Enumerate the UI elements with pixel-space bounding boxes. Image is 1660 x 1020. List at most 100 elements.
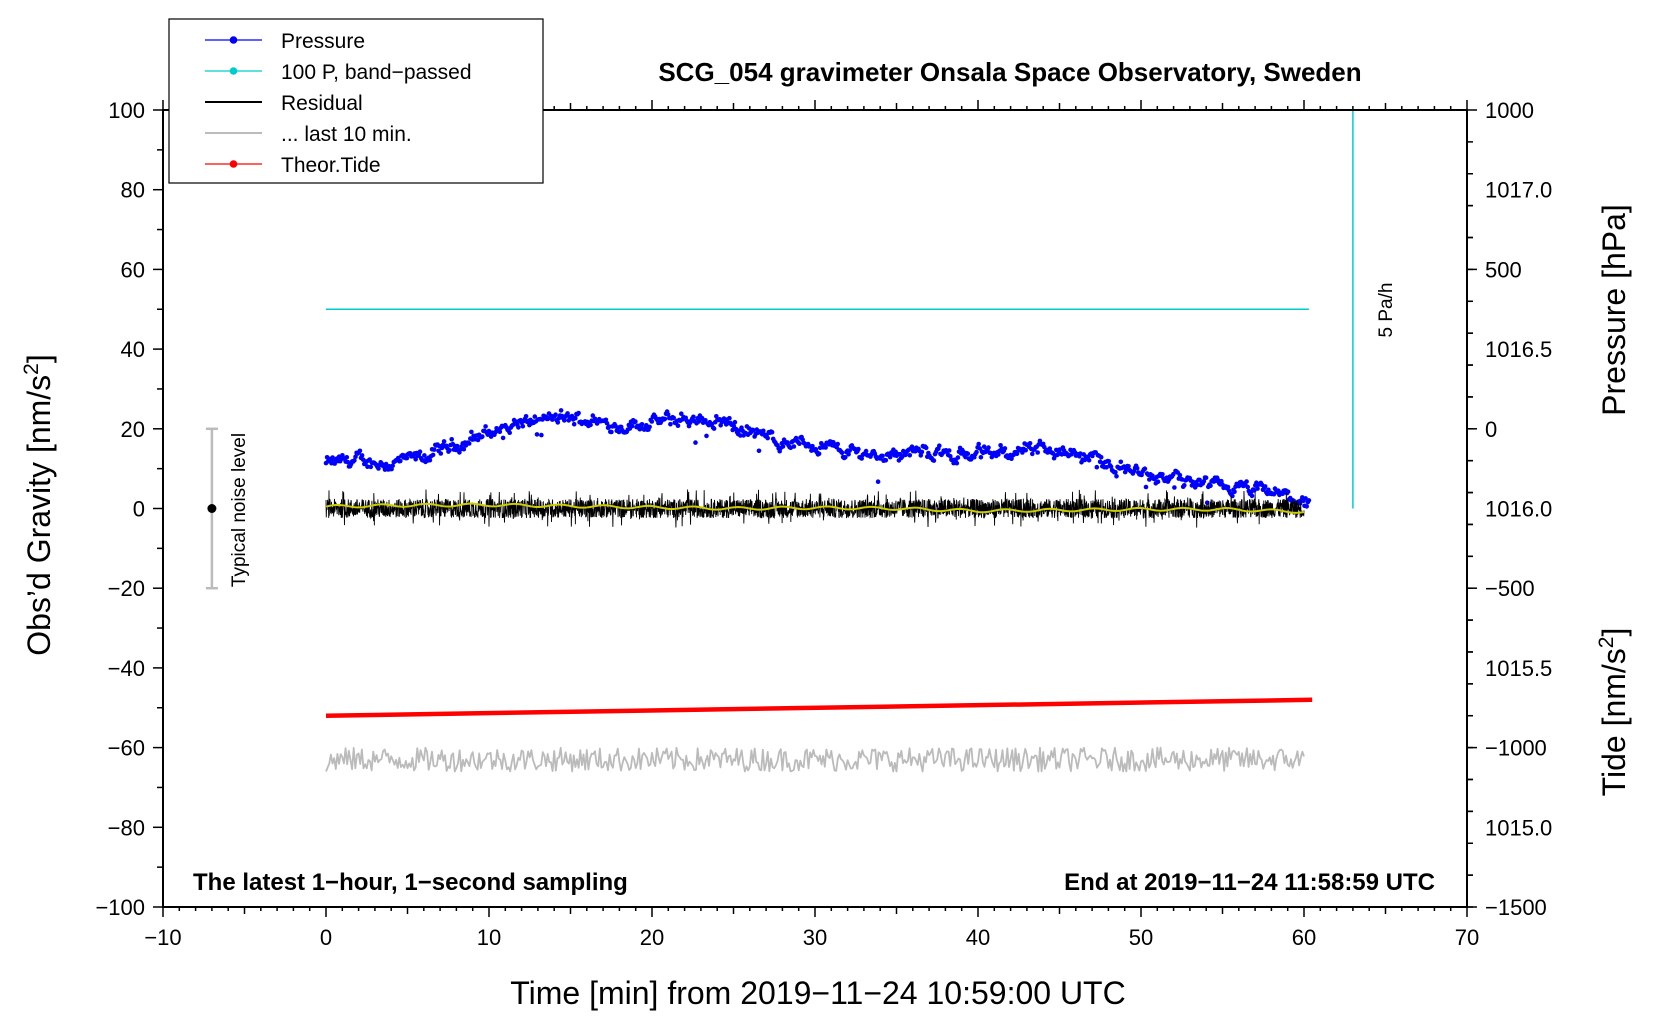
x-tick-label: 10 — [477, 925, 501, 950]
pressure-point — [816, 451, 822, 457]
pressure-point — [732, 419, 738, 425]
tide-axis-title: Tide [nm/s2] — [1595, 628, 1632, 797]
pressure-point — [573, 415, 578, 421]
pressure-point — [1143, 484, 1149, 490]
pressure-point — [1232, 489, 1237, 495]
legend-label: Residual — [281, 92, 363, 115]
pressure-point — [738, 433, 743, 438]
pressure-point — [1204, 500, 1210, 506]
pressure-point — [520, 424, 526, 429]
pressure-point — [761, 428, 766, 434]
pressure-point — [497, 429, 503, 435]
pressure-point — [1177, 472, 1183, 478]
pressure-point — [576, 410, 581, 416]
pressure-point — [352, 458, 357, 463]
tide-tick-label: −500 — [1485, 576, 1535, 601]
series-2-line — [325, 489, 1305, 528]
pressure-point — [946, 448, 952, 453]
pressure-point — [1195, 482, 1200, 488]
tide-tick-label: 0 — [1485, 417, 1497, 442]
y-tick-label: 20 — [121, 417, 145, 442]
pressure-point — [390, 463, 396, 469]
pressure-point — [1094, 464, 1100, 470]
y-tick-label: 60 — [121, 257, 145, 282]
pressure-point — [665, 412, 671, 417]
pressure-point — [965, 451, 971, 457]
pressure-point — [1124, 467, 1129, 473]
legend-label: ... last 10 min. — [281, 123, 412, 146]
pressure-point — [647, 424, 652, 430]
series-0-points — [323, 408, 1312, 509]
pressure-point — [588, 422, 593, 428]
pressure-point — [918, 453, 924, 458]
y-tick-label: 80 — [121, 178, 145, 203]
pressure-point — [609, 429, 614, 435]
pressure-point — [948, 453, 953, 459]
pressure-point — [986, 445, 991, 450]
pressure-point — [703, 418, 708, 423]
pressure-point — [562, 418, 567, 423]
pressure-point — [839, 450, 845, 456]
y-axis-title: Obs’d Gravity [nm/s2] — [20, 354, 57, 656]
pressure-point — [1118, 459, 1124, 465]
pressure-point — [883, 458, 889, 463]
pressure-point — [704, 433, 709, 439]
pressure-point — [847, 448, 852, 453]
pressure-point — [780, 444, 786, 449]
pressure-point — [765, 435, 770, 441]
chart-title: SCG_054 gravimeter Onsala Space Observat… — [658, 57, 1361, 87]
pressure-tick-label: 1017.0 — [1485, 178, 1552, 203]
pressure-point — [671, 415, 676, 421]
pressure-point — [398, 458, 403, 464]
pressure-point — [1303, 496, 1308, 501]
pressure-point — [907, 453, 913, 458]
y-tick-label: −100 — [95, 895, 145, 920]
legend-entry: ... last 10 min. — [205, 123, 412, 146]
x-tick-label: −10 — [144, 925, 181, 950]
pressure-point — [819, 441, 824, 446]
pressure-point — [823, 445, 828, 450]
pressure-point — [368, 464, 374, 470]
pressure-point — [1255, 486, 1260, 491]
pressure-point — [769, 429, 775, 435]
pressure-point — [887, 454, 893, 460]
pressure-point — [996, 452, 1001, 457]
pressure-point — [699, 415, 705, 421]
series-5-line — [325, 697, 1313, 718]
pressure-point — [1225, 484, 1231, 490]
pressure-point — [662, 416, 668, 422]
pressure-point — [1023, 447, 1028, 453]
pressure-point — [466, 441, 472, 446]
pressure-point — [863, 448, 869, 454]
legend-swatch-marker — [229, 67, 238, 75]
pressure-tick-label: 1015.0 — [1485, 815, 1552, 840]
pressure-point — [1114, 474, 1119, 479]
pressure-point — [675, 423, 681, 429]
pressure-point — [1047, 446, 1053, 451]
pressure-point — [859, 456, 864, 461]
pressure-point — [431, 447, 437, 452]
pressure-tick-label: 1015.5 — [1485, 656, 1552, 681]
pressure-point — [449, 437, 455, 442]
pressure-point — [427, 458, 433, 463]
pressure-point — [359, 453, 365, 458]
pressure-point — [791, 444, 797, 449]
pressure-point — [843, 455, 848, 460]
pressure-point — [978, 455, 984, 460]
pressure-point — [1126, 464, 1131, 469]
x-tick-label: 60 — [1292, 925, 1316, 950]
pressure-point — [756, 448, 762, 454]
x-tick-label: 20 — [640, 925, 664, 950]
pressure-point — [553, 412, 558, 418]
pressure-point — [639, 422, 645, 427]
pressure-point — [727, 415, 732, 421]
pressure-point — [846, 452, 851, 457]
pressure-point — [1139, 472, 1144, 478]
y-tick-label: −40 — [108, 656, 145, 681]
pressure-point — [1244, 479, 1249, 484]
pressure-tick-label: 1016.5 — [1485, 337, 1552, 362]
pressure-point — [797, 441, 802, 447]
pressure-point — [454, 443, 460, 449]
pressure-point — [1142, 466, 1148, 472]
